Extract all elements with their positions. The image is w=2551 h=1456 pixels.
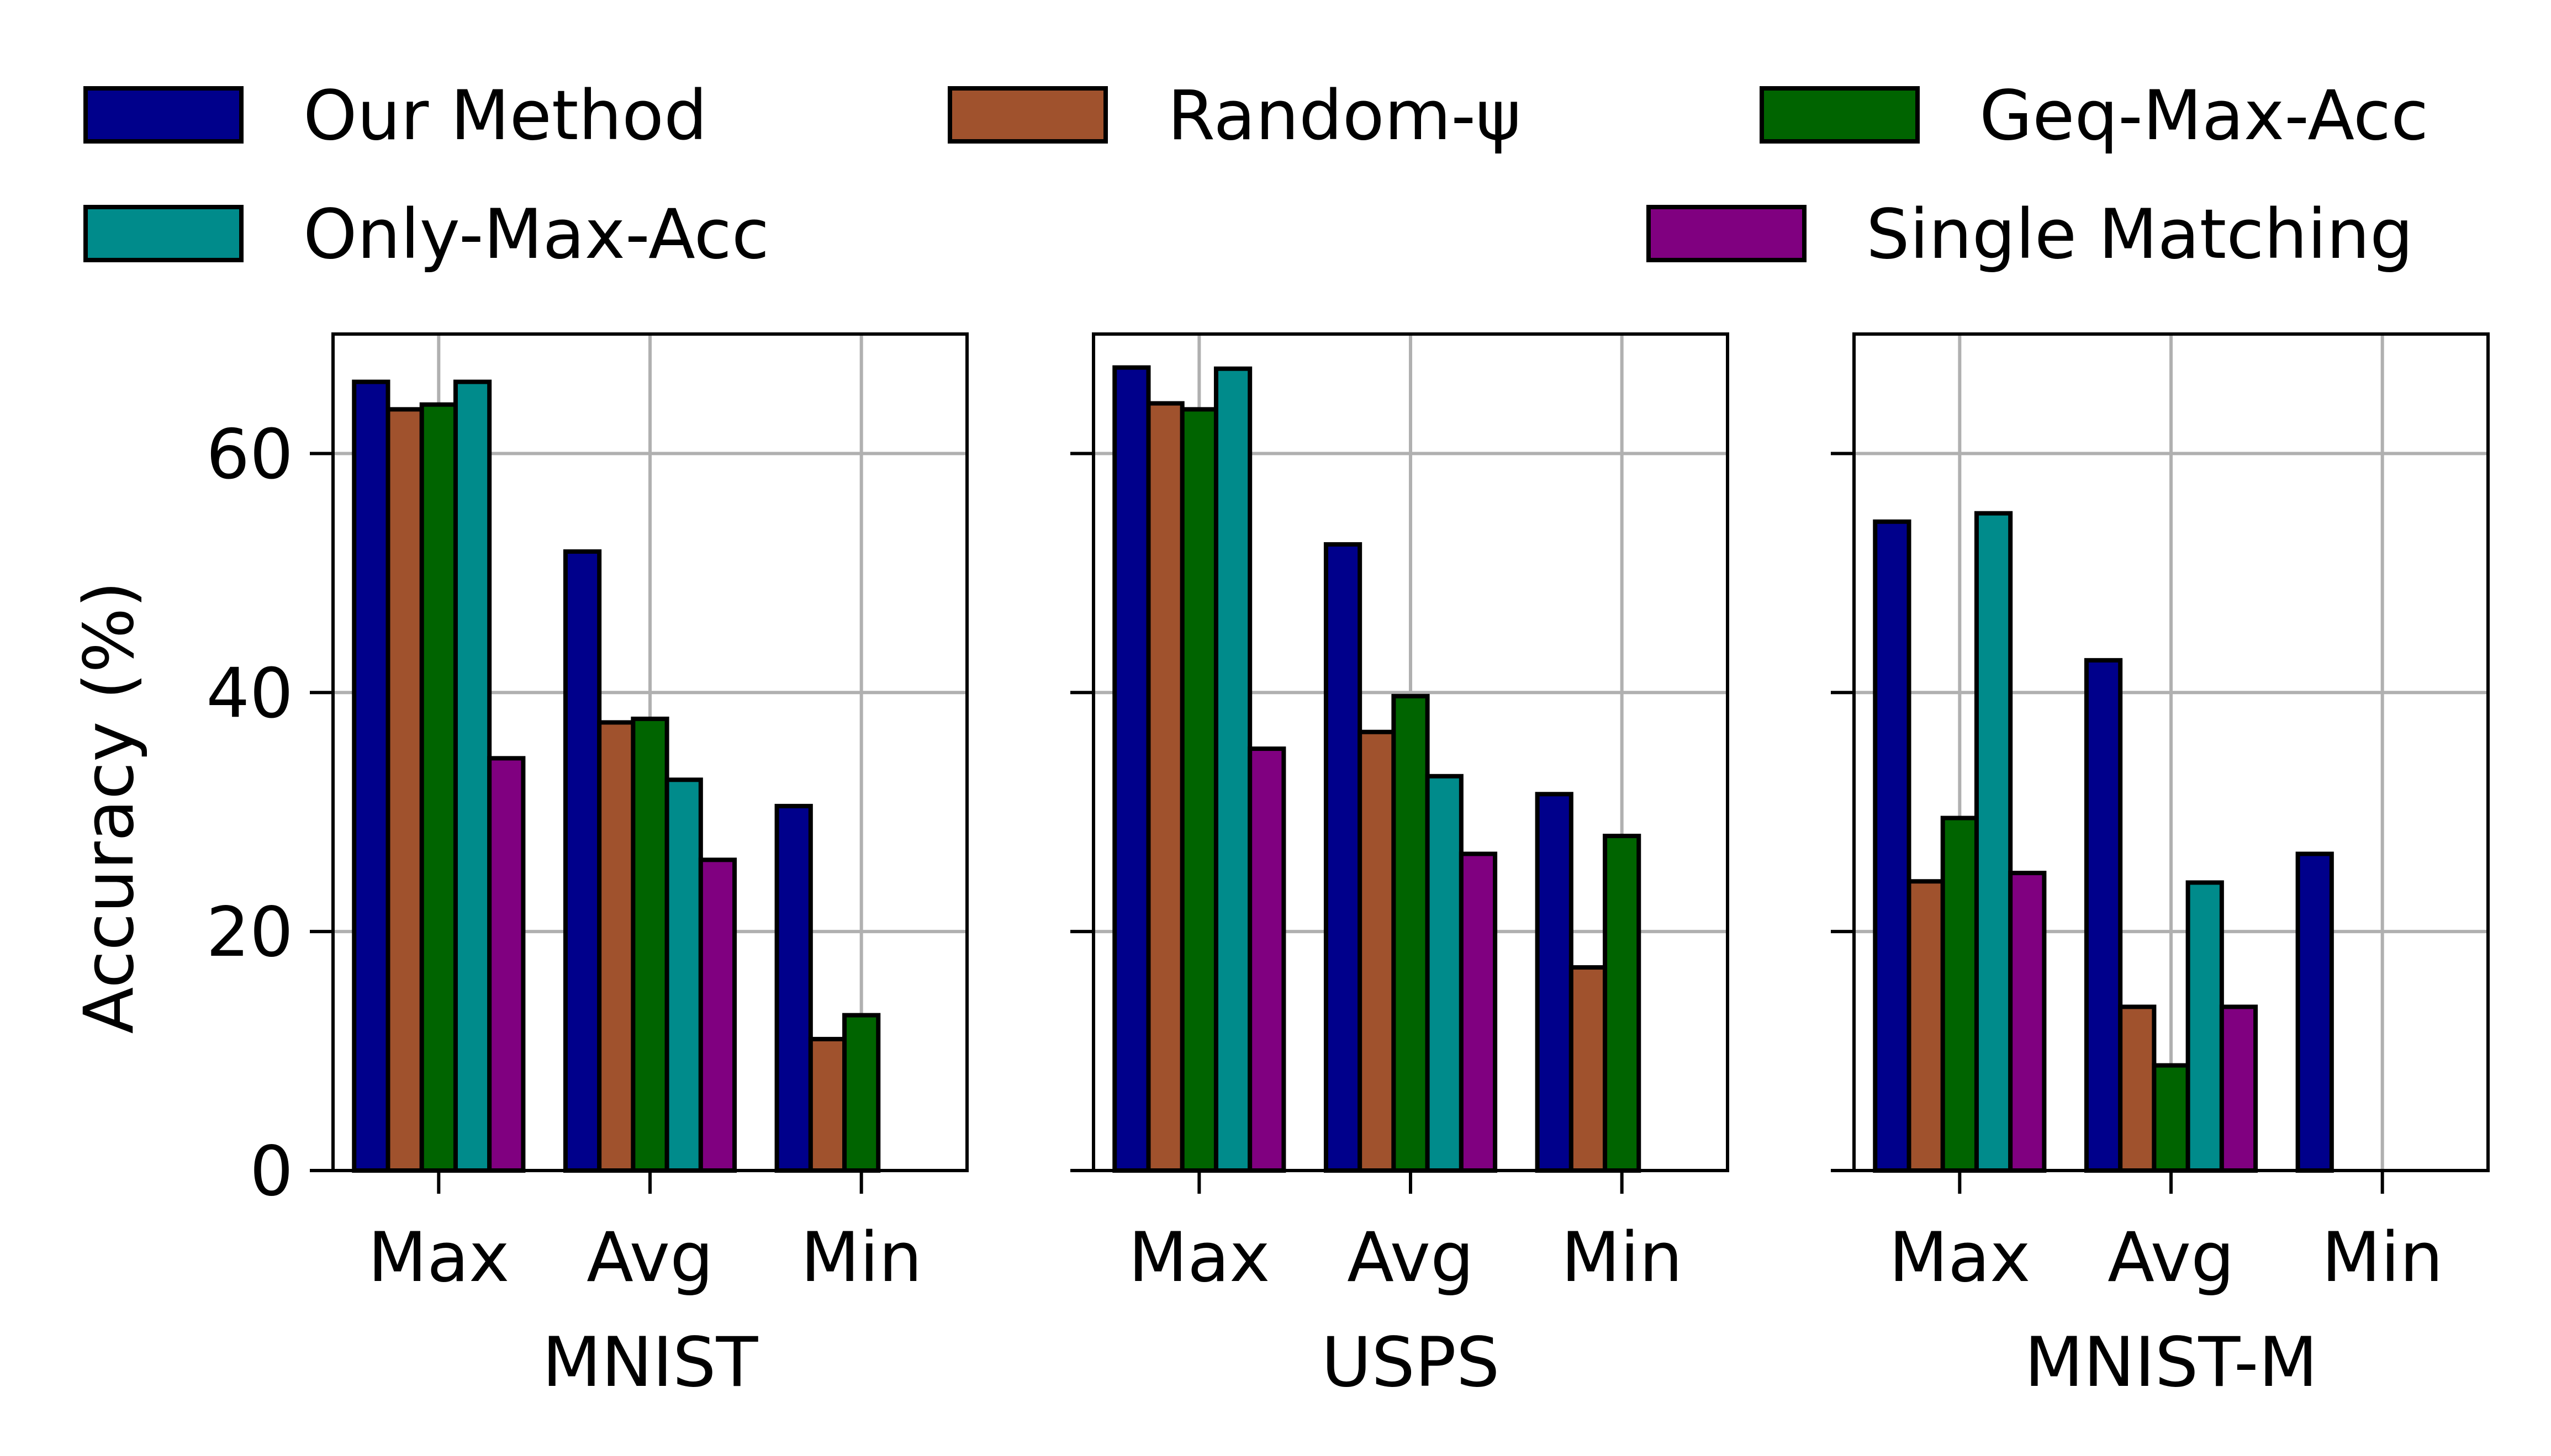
y-tick-label: 0 [250,1132,293,1211]
legend-label: Geq-Max-Acc [1979,76,2428,156]
legend: Our Method Random-ψ Geq-Max-Acc Only-Max-Ac… [83,76,2428,274]
bar [1323,542,1362,1173]
legend-swatch [83,86,244,144]
legend-label: Only-Max-Acc [303,195,769,274]
bar [385,407,424,1173]
legend-item: Random-ψ [948,76,1521,156]
bar [808,1036,847,1173]
bar [774,803,813,1173]
x-tick-label: Avg [1347,1218,1474,1298]
x-tick-label: Max [1128,1218,1270,1298]
bar [453,379,492,1173]
bar [664,777,703,1173]
bar [2295,851,2334,1173]
bar [1459,851,1498,1173]
bar [631,716,669,1173]
bar [1180,407,1218,1173]
bar [2084,658,2123,1173]
x-axis-title: MNIST-M [2024,1323,2317,1402]
bar [698,857,737,1173]
bar [1358,729,1396,1173]
bar [1248,746,1286,1173]
legend-label: Random-ψ [1168,76,1521,156]
bar [1568,965,1608,1173]
x-tick-label: Max [368,1218,509,1298]
bar [1112,365,1151,1173]
legend-swatch [1760,86,1920,144]
bar [419,402,458,1173]
bar [597,720,636,1173]
x-tick-label: Min [801,1218,922,1298]
legend-swatch [83,205,244,262]
legend-item: Geq-Max-Acc [1760,76,2428,156]
x-tick-label: Max [1889,1218,2030,1298]
bar [2219,1004,2258,1173]
bar [2152,1063,2190,1173]
legend-item: Only-Max-Acc [83,195,769,274]
bar [1906,879,1945,1173]
legend-swatch [1646,205,1807,262]
legend-swatch [948,86,1108,144]
legend-label: Our Method [303,76,707,156]
x-axis-title: MNIST [542,1323,759,1402]
bar [1974,511,2013,1173]
y-tick-label: 20 [206,893,293,972]
bar [842,1013,881,1173]
bar [2185,880,2224,1173]
bar [563,549,602,1173]
legend-item: Single Matching [1646,195,2413,274]
x-tick-label: Avg [2108,1218,2235,1298]
chart-panel: Max Avg Min USPS [1070,332,1729,1402]
bar [1940,816,1979,1173]
bar [1535,792,1573,1173]
bar [487,756,526,1173]
x-tick-label: Min [1561,1218,1683,1298]
y-tick-label: 60 [206,415,293,494]
bar [1391,693,1430,1173]
y-tick-label: 40 [206,654,293,733]
bar [1146,401,1185,1173]
bar [1425,774,1464,1173]
x-tick-label: Min [2322,1218,2443,1298]
x-axis-title: USPS [1322,1323,1500,1402]
bar [1213,366,1253,1173]
legend-label: Single Matching [1866,195,2413,274]
bar [2118,1004,2157,1173]
chart-panel: 0 20 40 60 Max Avg Min MNIST Accuracy (%) [70,332,969,1402]
legend-item: Our Method [83,76,707,156]
bar [352,379,390,1173]
bar [1873,519,1911,1173]
bar [1603,834,1641,1173]
y-axis-title: Accuracy (%) [70,581,149,1034]
x-tick-label: Avg [587,1218,714,1298]
bar [2008,871,2047,1173]
